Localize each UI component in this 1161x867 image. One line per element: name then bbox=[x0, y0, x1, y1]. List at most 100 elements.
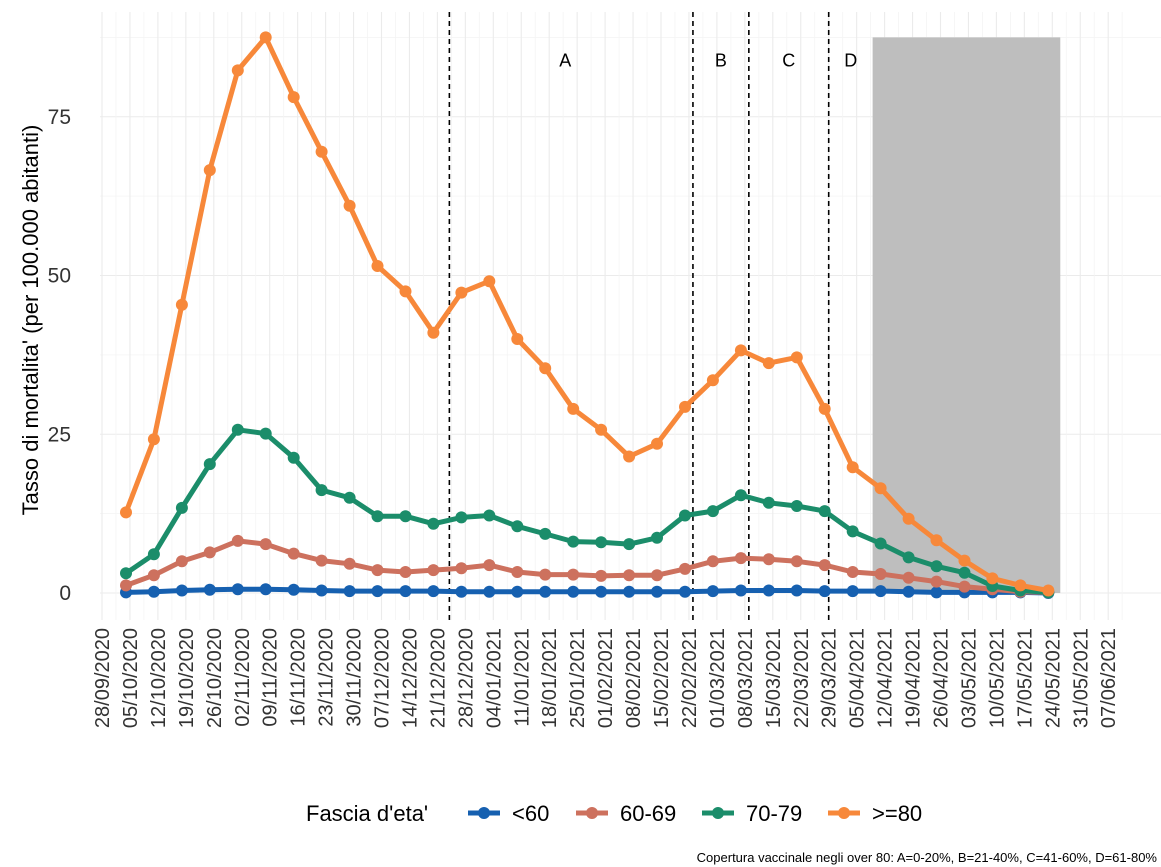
data-point bbox=[343, 199, 356, 212]
data-point bbox=[679, 562, 691, 575]
data-point bbox=[427, 517, 440, 530]
data-point bbox=[343, 585, 356, 598]
data-point bbox=[231, 534, 244, 547]
legend-title: Fascia d'eta' bbox=[306, 801, 428, 826]
y-axis-title: Tasso di mortalita' (per 100.000 abitant… bbox=[18, 125, 43, 516]
x-tick-label: 19/10/2020 bbox=[176, 628, 198, 728]
series-line-3 bbox=[123, 34, 1051, 593]
legend-label: <60 bbox=[512, 801, 549, 826]
data-point bbox=[846, 566, 859, 578]
shaded-region bbox=[872, 37, 1061, 593]
legend-key-point bbox=[478, 807, 490, 819]
data-point bbox=[511, 566, 524, 578]
x-tick-label: 02/11/2020 bbox=[232, 628, 254, 727]
data-point bbox=[623, 569, 636, 582]
legend-label: >=80 bbox=[872, 801, 922, 826]
data-point bbox=[399, 510, 412, 523]
data-point bbox=[567, 568, 580, 581]
data-point bbox=[762, 584, 775, 597]
data-point bbox=[790, 351, 803, 364]
data-point bbox=[651, 569, 663, 582]
x-tick-label: 08/03/2021 bbox=[735, 628, 757, 728]
x-tick-label: 15/02/2021 bbox=[651, 628, 673, 728]
data-point bbox=[874, 482, 887, 495]
data-point bbox=[930, 534, 943, 547]
x-tick-label: 25/01/2021 bbox=[567, 628, 589, 728]
x-tick-label: 30/11/2020 bbox=[344, 628, 366, 727]
data-point bbox=[623, 585, 636, 598]
x-tick-label: 01/03/2021 bbox=[707, 628, 729, 728]
data-point bbox=[147, 433, 160, 446]
x-tick-label: 22/03/2021 bbox=[791, 628, 813, 728]
data-point bbox=[567, 402, 580, 415]
data-point bbox=[203, 546, 216, 559]
data-point bbox=[595, 569, 608, 582]
data-point bbox=[902, 571, 915, 584]
data-point bbox=[427, 585, 440, 598]
data-point bbox=[874, 585, 887, 598]
data-point bbox=[259, 583, 272, 596]
legend-key-point bbox=[838, 807, 850, 819]
data-point bbox=[651, 585, 663, 598]
data-point bbox=[203, 583, 216, 596]
data-point bbox=[175, 555, 188, 568]
data-point bbox=[175, 298, 188, 311]
data-point bbox=[203, 164, 216, 177]
x-tick-label: 26/10/2020 bbox=[204, 628, 226, 728]
data-point bbox=[1014, 579, 1027, 592]
data-point bbox=[595, 536, 608, 549]
data-point bbox=[455, 585, 468, 598]
x-tick-label: 18/01/2021 bbox=[539, 628, 561, 728]
legend: Fascia d'eta' <60 60-69 70-79 >=80 bbox=[306, 801, 922, 826]
data-point bbox=[120, 579, 132, 592]
data-point bbox=[231, 64, 244, 77]
x-tick-label: 21/12/2020 bbox=[427, 628, 449, 728]
x-tick-label: 10/05/2021 bbox=[986, 628, 1008, 728]
x-tick-label: 08/02/2021 bbox=[623, 628, 645, 728]
data-point bbox=[874, 568, 887, 580]
data-point bbox=[902, 551, 915, 564]
data-point bbox=[287, 583, 300, 596]
x-tick-label: 07/12/2020 bbox=[372, 628, 394, 728]
data-point bbox=[399, 585, 412, 598]
period-labels: A B C D bbox=[559, 51, 857, 71]
y-tick-label: 50 bbox=[48, 265, 71, 288]
x-tick-label: 14/12/2020 bbox=[399, 628, 421, 728]
data-point bbox=[120, 567, 132, 580]
data-point bbox=[762, 357, 775, 370]
data-point bbox=[651, 531, 663, 544]
data-point bbox=[734, 344, 747, 357]
series-line-0 bbox=[123, 586, 1051, 596]
data-point bbox=[259, 427, 272, 440]
x-tick-label: 26/04/2021 bbox=[931, 628, 953, 728]
data-point bbox=[539, 362, 552, 375]
data-point bbox=[1042, 584, 1055, 597]
data-point bbox=[986, 572, 999, 585]
legend-key-point bbox=[712, 807, 724, 819]
data-point bbox=[930, 560, 943, 573]
data-point bbox=[287, 451, 300, 464]
data-point bbox=[818, 505, 831, 518]
x-tick-label: 11/01/2021 bbox=[511, 628, 533, 727]
data-point bbox=[790, 584, 803, 597]
data-point bbox=[706, 585, 719, 598]
data-point bbox=[511, 520, 524, 533]
data-point bbox=[846, 461, 859, 474]
data-point bbox=[483, 509, 496, 522]
y-axis-ticks: 0 25 50 75 bbox=[48, 106, 71, 605]
x-tick-label: 16/11/2020 bbox=[288, 628, 310, 727]
data-point bbox=[483, 559, 496, 572]
data-point bbox=[874, 537, 887, 550]
data-point bbox=[231, 583, 244, 596]
data-point bbox=[343, 491, 356, 504]
x-tick-label: 01/02/2021 bbox=[595, 628, 617, 728]
data-point bbox=[706, 555, 719, 568]
data-point bbox=[706, 505, 719, 518]
data-point bbox=[818, 559, 831, 572]
y-tick-label: 75 bbox=[48, 106, 71, 129]
data-point bbox=[120, 506, 132, 519]
data-point bbox=[203, 458, 216, 471]
data-point bbox=[623, 450, 636, 463]
data-point bbox=[343, 557, 356, 570]
